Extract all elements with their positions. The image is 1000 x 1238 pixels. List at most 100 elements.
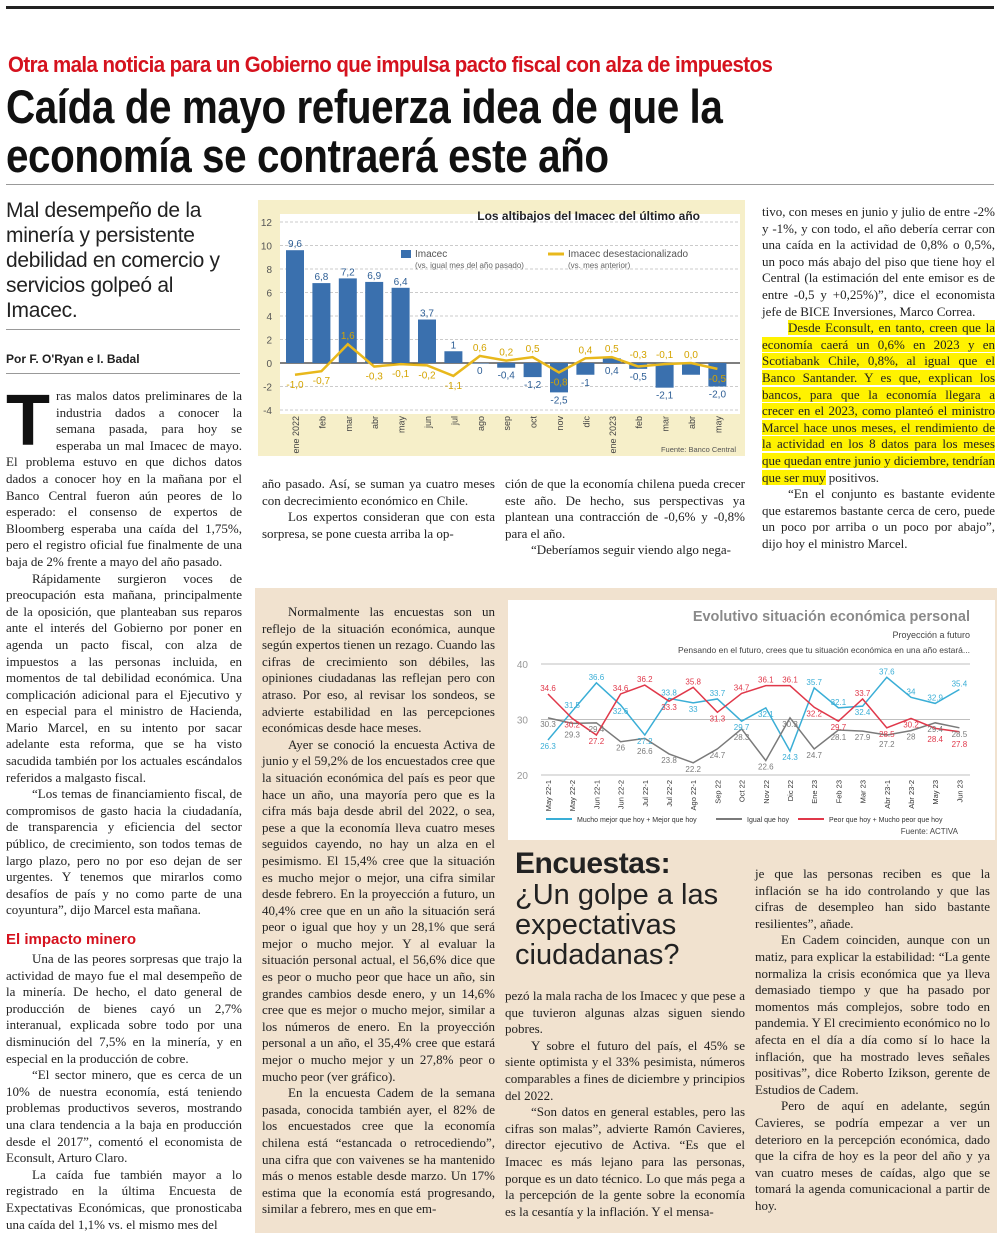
bar: [286, 250, 304, 363]
data-label: 22.2: [685, 765, 701, 774]
bar: [365, 281, 384, 363]
x-tick-label: may: [713, 416, 723, 434]
data-label: 24.3: [782, 753, 798, 762]
data-label: 31.5: [564, 701, 580, 710]
data-label: 27.9: [855, 733, 871, 742]
line-value-label: 0,2: [499, 348, 513, 359]
line-value-label: 0,0: [684, 350, 698, 361]
paragraph: En la encuesta Cadem de la semana pasada…: [262, 1085, 495, 1217]
bar: [682, 363, 700, 375]
y-tick-label: 30: [517, 716, 529, 727]
legend-label: Igual que hoy: [747, 817, 790, 824]
paragraph: tivo, con meses en junio y julio de entr…: [762, 204, 995, 319]
bar-value-label: -0,5: [630, 372, 648, 383]
bar: [497, 363, 516, 368]
y-tick-label: 8: [266, 265, 272, 276]
legend-label: Imacec desestacionalizado: [568, 249, 689, 260]
data-label: 27.2: [637, 737, 653, 746]
paragraph: “Son datos en general estables, pero las…: [505, 1104, 745, 1219]
x-tick-label: abr: [687, 416, 697, 429]
bar-value-label: -1,2: [524, 380, 542, 391]
data-label: 36.1: [782, 676, 798, 685]
y-tick-label: 6: [266, 289, 272, 300]
data-label: 34.6: [613, 684, 629, 693]
x-tick-label: Jun 22-1: [592, 780, 601, 809]
y-tick-label: 40: [517, 660, 529, 671]
line-series: [294, 342, 718, 378]
data-label: 36.1: [758, 676, 774, 685]
line-value-label: -0,5: [709, 374, 727, 385]
line-value-label: 0,6: [473, 343, 487, 354]
data-label: 28: [907, 733, 916, 742]
data-label: 32.1: [831, 698, 847, 707]
data-label: 22.6: [758, 763, 774, 772]
paragraph: Rápidamente surgieron voces de preocupac…: [6, 570, 242, 785]
data-label: 29.4: [927, 725, 943, 734]
data-label: 36.6: [589, 673, 605, 682]
line-value-label: 0,5: [605, 344, 619, 355]
line-value-label: -0,2: [418, 370, 436, 381]
data-label: 26.3: [540, 742, 556, 751]
x-tick-label: Ago 22-1: [689, 780, 698, 810]
legend-label: Imacec: [415, 249, 447, 260]
data-label: 33.3: [661, 703, 677, 712]
x-tick-label: may: [397, 416, 407, 434]
survey-chart-svg: Evolutivo situación económica personal Pr…: [517, 609, 970, 836]
highlighted-text: Desde Econsult, en tanto, creen que la e…: [762, 320, 995, 485]
survey-heading-question: ¿Un golpe a las expectativas ciudadanas?: [515, 879, 719, 971]
data-label: 30.2: [903, 720, 919, 729]
chart-source: Fuente: Banco Central: [661, 445, 736, 454]
data-label: 28.3: [734, 733, 750, 742]
y-tick-label: 12: [261, 218, 273, 229]
data-label: 29.7: [831, 723, 847, 732]
data-label: 35.7: [806, 678, 822, 687]
deck-rule: [6, 329, 240, 330]
headline-line-1: Caída de mayo refuerza idea de que la: [6, 80, 723, 133]
x-tick-label: mar: [344, 416, 354, 432]
x-tick-label: ago: [476, 416, 486, 431]
data-label: 33: [689, 705, 698, 714]
data-label: 37.6: [879, 667, 895, 676]
legend-label: Mucho mejor que hoy + Mejor que hoy: [577, 817, 697, 824]
line-series: [547, 716, 960, 764]
legend-swatch-imacec: [401, 250, 411, 258]
bar-value-label: 6,8: [314, 272, 328, 283]
data-label: 33.8: [661, 688, 677, 697]
data-label: 32.4: [855, 708, 871, 717]
middle-column-a: año pasado. Así, se suman ya cuatro mese…: [262, 476, 495, 542]
x-tick-label: feb: [317, 416, 327, 429]
data-label: 27.2: [589, 737, 605, 746]
bar: [444, 351, 463, 363]
survey-column-2: pezó la mala racha de los Imacec y que p…: [505, 988, 745, 1220]
data-label: 34.6: [540, 684, 556, 693]
data-label: 23.8: [661, 756, 677, 765]
data-label: 30.3: [782, 720, 798, 729]
data-label: 24.7: [806, 751, 822, 760]
data-label: 24.7: [710, 751, 726, 760]
y-tick-label: -4: [263, 406, 272, 417]
data-label: 36.2: [637, 675, 653, 684]
bar-value-label: 6,9: [367, 271, 381, 282]
headline-line-2: economía se contraerá este año: [6, 129, 609, 182]
survey-column-1: Normalmente las encuestas son un reflejo…: [262, 604, 495, 1218]
x-tick-label: Oct 22: [738, 780, 747, 802]
line-series: [547, 676, 960, 753]
data-label: 32.2: [806, 709, 822, 718]
paragraph-text: positivos.: [825, 469, 880, 485]
paragraph-text: ras malos datos preliminares de la indus…: [6, 388, 242, 569]
line-series: [547, 684, 960, 737]
x-tick-label: Abr 23-2: [907, 780, 916, 809]
x-tick-label: jul: [449, 416, 459, 426]
paragraph: Normalmente las encuestas son un reflejo…: [262, 604, 495, 736]
headline-rule: [6, 184, 994, 185]
data-label: 32.6: [613, 707, 629, 716]
bar-value-label: 7,2: [341, 267, 355, 278]
data-label: 30.3: [540, 720, 556, 729]
x-tick-label: May 23: [931, 780, 940, 805]
x-tick-label: May 22-1: [544, 780, 553, 811]
line-value-label: 0,4: [578, 345, 592, 356]
data-label: 27.8: [952, 740, 968, 749]
